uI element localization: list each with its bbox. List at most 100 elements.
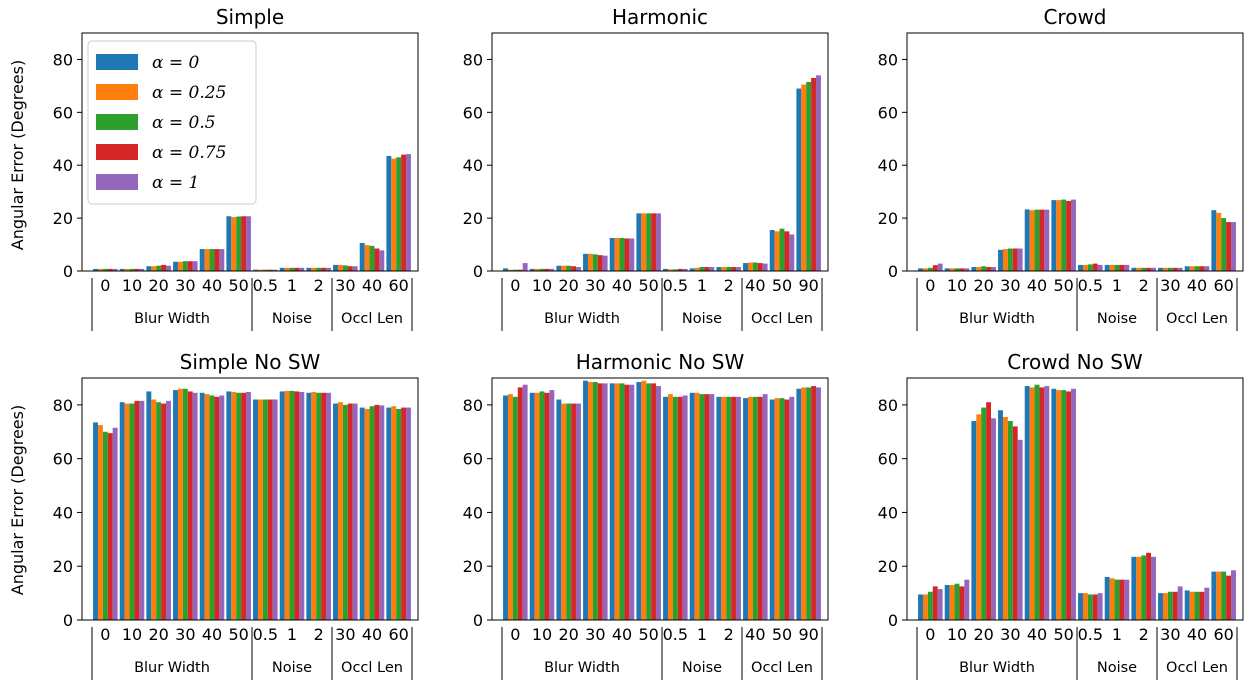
- bar: [236, 392, 242, 620]
- legend-label: α = 0: [152, 53, 200, 73]
- bar: [1211, 571, 1217, 620]
- x-tick-label: 30: [175, 625, 195, 644]
- bar: [736, 396, 741, 620]
- x-tick-label: 1: [1112, 276, 1122, 295]
- bar: [619, 383, 625, 620]
- bar: [1189, 591, 1195, 620]
- bar: [294, 267, 300, 271]
- bar: [629, 384, 635, 620]
- bar: [503, 395, 508, 620]
- bar: [1078, 264, 1083, 271]
- bar: [757, 396, 763, 620]
- bar: [347, 403, 353, 620]
- bar: [187, 391, 193, 620]
- bar: [932, 586, 938, 620]
- panel-1: Simple 0 20 40 60 80 0 10 20 30 40 50 0.5 1 2 30 40 60 Blu…: [53, 5, 419, 331]
- bar: [253, 399, 258, 620]
- bar: [507, 394, 513, 620]
- bar: [311, 267, 317, 271]
- bar: [97, 425, 103, 620]
- bar: [561, 403, 567, 620]
- bar: [1204, 587, 1210, 620]
- bar: [1158, 593, 1163, 620]
- bar: [689, 392, 695, 620]
- bar: [333, 403, 338, 620]
- bar: [517, 269, 523, 271]
- panel-title: Harmonic No SW: [576, 350, 745, 374]
- bar: [1039, 209, 1045, 271]
- x-tick-label: 30: [335, 625, 355, 644]
- group-label: Occl Len: [341, 660, 403, 676]
- bar: [1216, 212, 1222, 271]
- legend: α = 0 α = 0.25 α = 0.5 α = 0.75 α = 1: [87, 40, 257, 205]
- bar: [522, 384, 528, 620]
- bar: [1167, 267, 1173, 271]
- group-label: Occl Len: [341, 311, 403, 327]
- bar: [614, 237, 620, 271]
- bar: [566, 265, 572, 271]
- group-label: Noise: [272, 311, 312, 327]
- y-tick-label: 60: [463, 103, 483, 122]
- bar: [779, 398, 785, 620]
- bar: [326, 392, 331, 620]
- bar: [609, 383, 615, 620]
- bar: [971, 421, 977, 620]
- bar: [769, 399, 775, 620]
- bar: [503, 268, 508, 271]
- bar: [1167, 591, 1173, 620]
- bar: [289, 390, 295, 620]
- x-tick-label: 40: [1027, 276, 1047, 295]
- bar: [1051, 388, 1057, 620]
- bar: [1066, 200, 1072, 271]
- bar: [651, 383, 657, 620]
- bar: [716, 396, 722, 620]
- x-tick-label: 20: [148, 625, 168, 644]
- bar: [779, 228, 785, 271]
- bar: [1066, 391, 1072, 620]
- bar: [609, 237, 615, 271]
- bar: [549, 268, 555, 271]
- bar: [1051, 200, 1057, 271]
- x-tick-label: 0.5: [663, 625, 688, 644]
- bar: [641, 380, 647, 620]
- bar: [583, 253, 588, 271]
- legend-label: α = 0.75: [152, 143, 226, 163]
- legend-swatch: [96, 114, 138, 130]
- bar: [1071, 388, 1076, 620]
- bar: [677, 268, 683, 271]
- bar: [709, 394, 715, 620]
- bar: [1231, 222, 1236, 271]
- x-tick-label: 30: [1160, 276, 1180, 295]
- bar: [257, 269, 263, 271]
- bar: [529, 268, 535, 271]
- bar: [396, 408, 402, 620]
- bar: [1184, 590, 1190, 620]
- x-tick-label: 40: [612, 625, 632, 644]
- bar: [944, 268, 950, 271]
- y-tick-label: 60: [878, 450, 898, 469]
- y-tick-label: 80: [878, 50, 898, 69]
- bar: [112, 268, 118, 271]
- bar: [219, 249, 225, 271]
- group-label: Noise: [682, 311, 722, 327]
- bar: [1097, 593, 1103, 620]
- bar: [512, 269, 518, 271]
- group-label: Occl Len: [751, 660, 813, 676]
- bar: [646, 383, 652, 620]
- bar: [107, 268, 113, 271]
- y-tick-label: 20: [53, 209, 73, 228]
- x-tick-label: 2: [1139, 276, 1149, 295]
- bar: [406, 407, 411, 620]
- bar: [214, 249, 220, 271]
- bar: [964, 268, 970, 271]
- y-tick-label: 20: [463, 209, 483, 228]
- bar: [166, 400, 171, 620]
- bar: [112, 427, 118, 620]
- x-tick-label: 0: [100, 625, 110, 644]
- bar: [774, 231, 780, 271]
- bar: [694, 392, 700, 620]
- y-tick-label: 20: [878, 557, 898, 576]
- bar: [156, 402, 162, 620]
- bar: [359, 407, 365, 620]
